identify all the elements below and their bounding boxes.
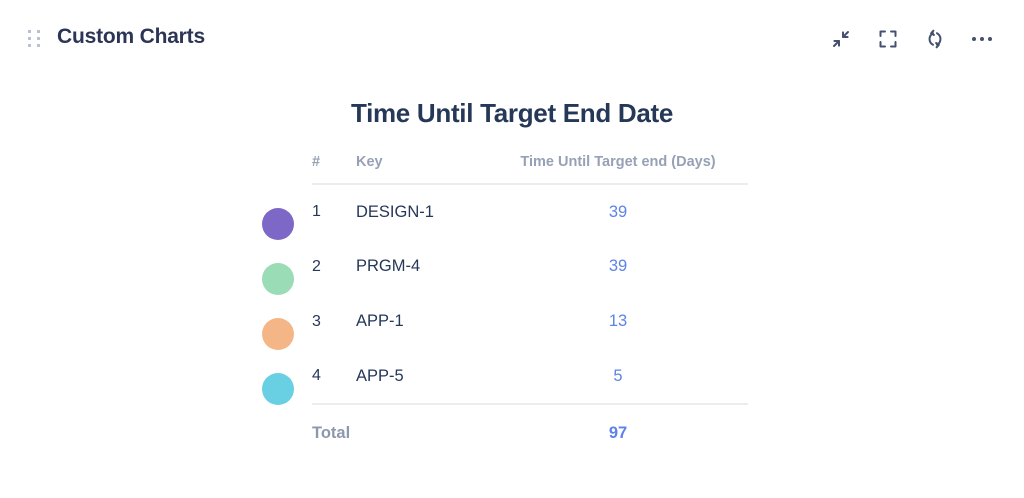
table-footer: Total 97 bbox=[312, 404, 748, 461]
more-icon[interactable] bbox=[966, 23, 998, 55]
cell-key[interactable]: APP-1 bbox=[356, 312, 404, 330]
cell-index: 2 bbox=[312, 257, 321, 275]
collapse-icon[interactable] bbox=[825, 23, 857, 55]
drag-dot bbox=[37, 37, 40, 40]
cell-index: 1 bbox=[312, 203, 321, 220]
more-dot bbox=[980, 37, 984, 41]
cell-value[interactable]: 5 bbox=[484, 349, 748, 405]
cell-value[interactable]: 39 bbox=[608, 202, 628, 221]
series-color-dot bbox=[262, 317, 294, 350]
column-header-value[interactable]: Time Until Target end (Days) bbox=[484, 154, 748, 185]
cell-index: 3 bbox=[312, 312, 321, 330]
table-row[interactable]: 1 DESIGN-1 39 bbox=[312, 184, 748, 239]
cell-value[interactable]: 13 bbox=[608, 312, 628, 330]
cell-key[interactable]: PRGM-4 bbox=[356, 257, 421, 275]
table-row[interactable]: 2 PRGM-4 39 bbox=[312, 239, 748, 294]
total-row: Total 97 bbox=[312, 404, 748, 461]
table-header-row: # Key Time Until Target end (Days) bbox=[312, 154, 748, 185]
series-color-dot bbox=[262, 207, 294, 240]
column-header-index[interactable]: # bbox=[312, 154, 356, 185]
bullet-row bbox=[262, 251, 296, 306]
drag-dot bbox=[37, 44, 40, 47]
chart-title: Time Until Target End Date bbox=[350, 98, 674, 128]
total-label: Total bbox=[312, 423, 351, 442]
bullet-row bbox=[262, 306, 296, 361]
chart-body: Time Until Target End Date # Ke bbox=[0, 76, 1024, 498]
bullet-row bbox=[262, 196, 296, 251]
series-color-dot bbox=[262, 372, 294, 405]
cell-value[interactable]: 39 bbox=[608, 257, 628, 275]
total-value: 97 bbox=[608, 423, 628, 442]
cell-key[interactable]: DESIGN-1 bbox=[356, 202, 434, 221]
panel-header: Custom Charts bbox=[0, 0, 1024, 76]
panel-title: Custom Charts bbox=[57, 25, 205, 48]
more-dot bbox=[988, 37, 992, 41]
drag-dot bbox=[28, 30, 31, 33]
more-dot bbox=[972, 37, 976, 41]
bullet-row bbox=[262, 361, 296, 416]
table-header: # Key Time Until Target end (Days) bbox=[312, 154, 748, 185]
column-header-key[interactable]: Key bbox=[356, 154, 484, 185]
cell-index: 4 bbox=[312, 349, 356, 405]
drag-dots-icon[interactable] bbox=[28, 30, 42, 48]
cell-key[interactable]: APP-5 bbox=[356, 349, 484, 405]
refresh-icon[interactable] bbox=[919, 23, 951, 55]
drag-dot bbox=[37, 30, 40, 33]
bullet-header-spacer bbox=[262, 154, 296, 196]
table-body: 1 DESIGN-1 39 2 PRGM-4 39 3 APP-1 13 4 A… bbox=[312, 184, 748, 405]
series-color-dot bbox=[262, 262, 294, 295]
panel-header-actions bbox=[825, 23, 998, 55]
series-bullets bbox=[262, 154, 296, 416]
table-row[interactable]: 4 APP-5 5 bbox=[312, 349, 748, 405]
drag-dot bbox=[28, 37, 31, 40]
fullscreen-icon[interactable] bbox=[872, 23, 904, 55]
drag-dot bbox=[28, 44, 31, 47]
chart-table: # Key Time Until Target end (Days) 1 DES… bbox=[312, 154, 748, 461]
table-row[interactable]: 3 APP-1 13 bbox=[312, 294, 748, 349]
chart-table-wrap: # Key Time Until Target end (Days) 1 DES… bbox=[312, 154, 748, 461]
